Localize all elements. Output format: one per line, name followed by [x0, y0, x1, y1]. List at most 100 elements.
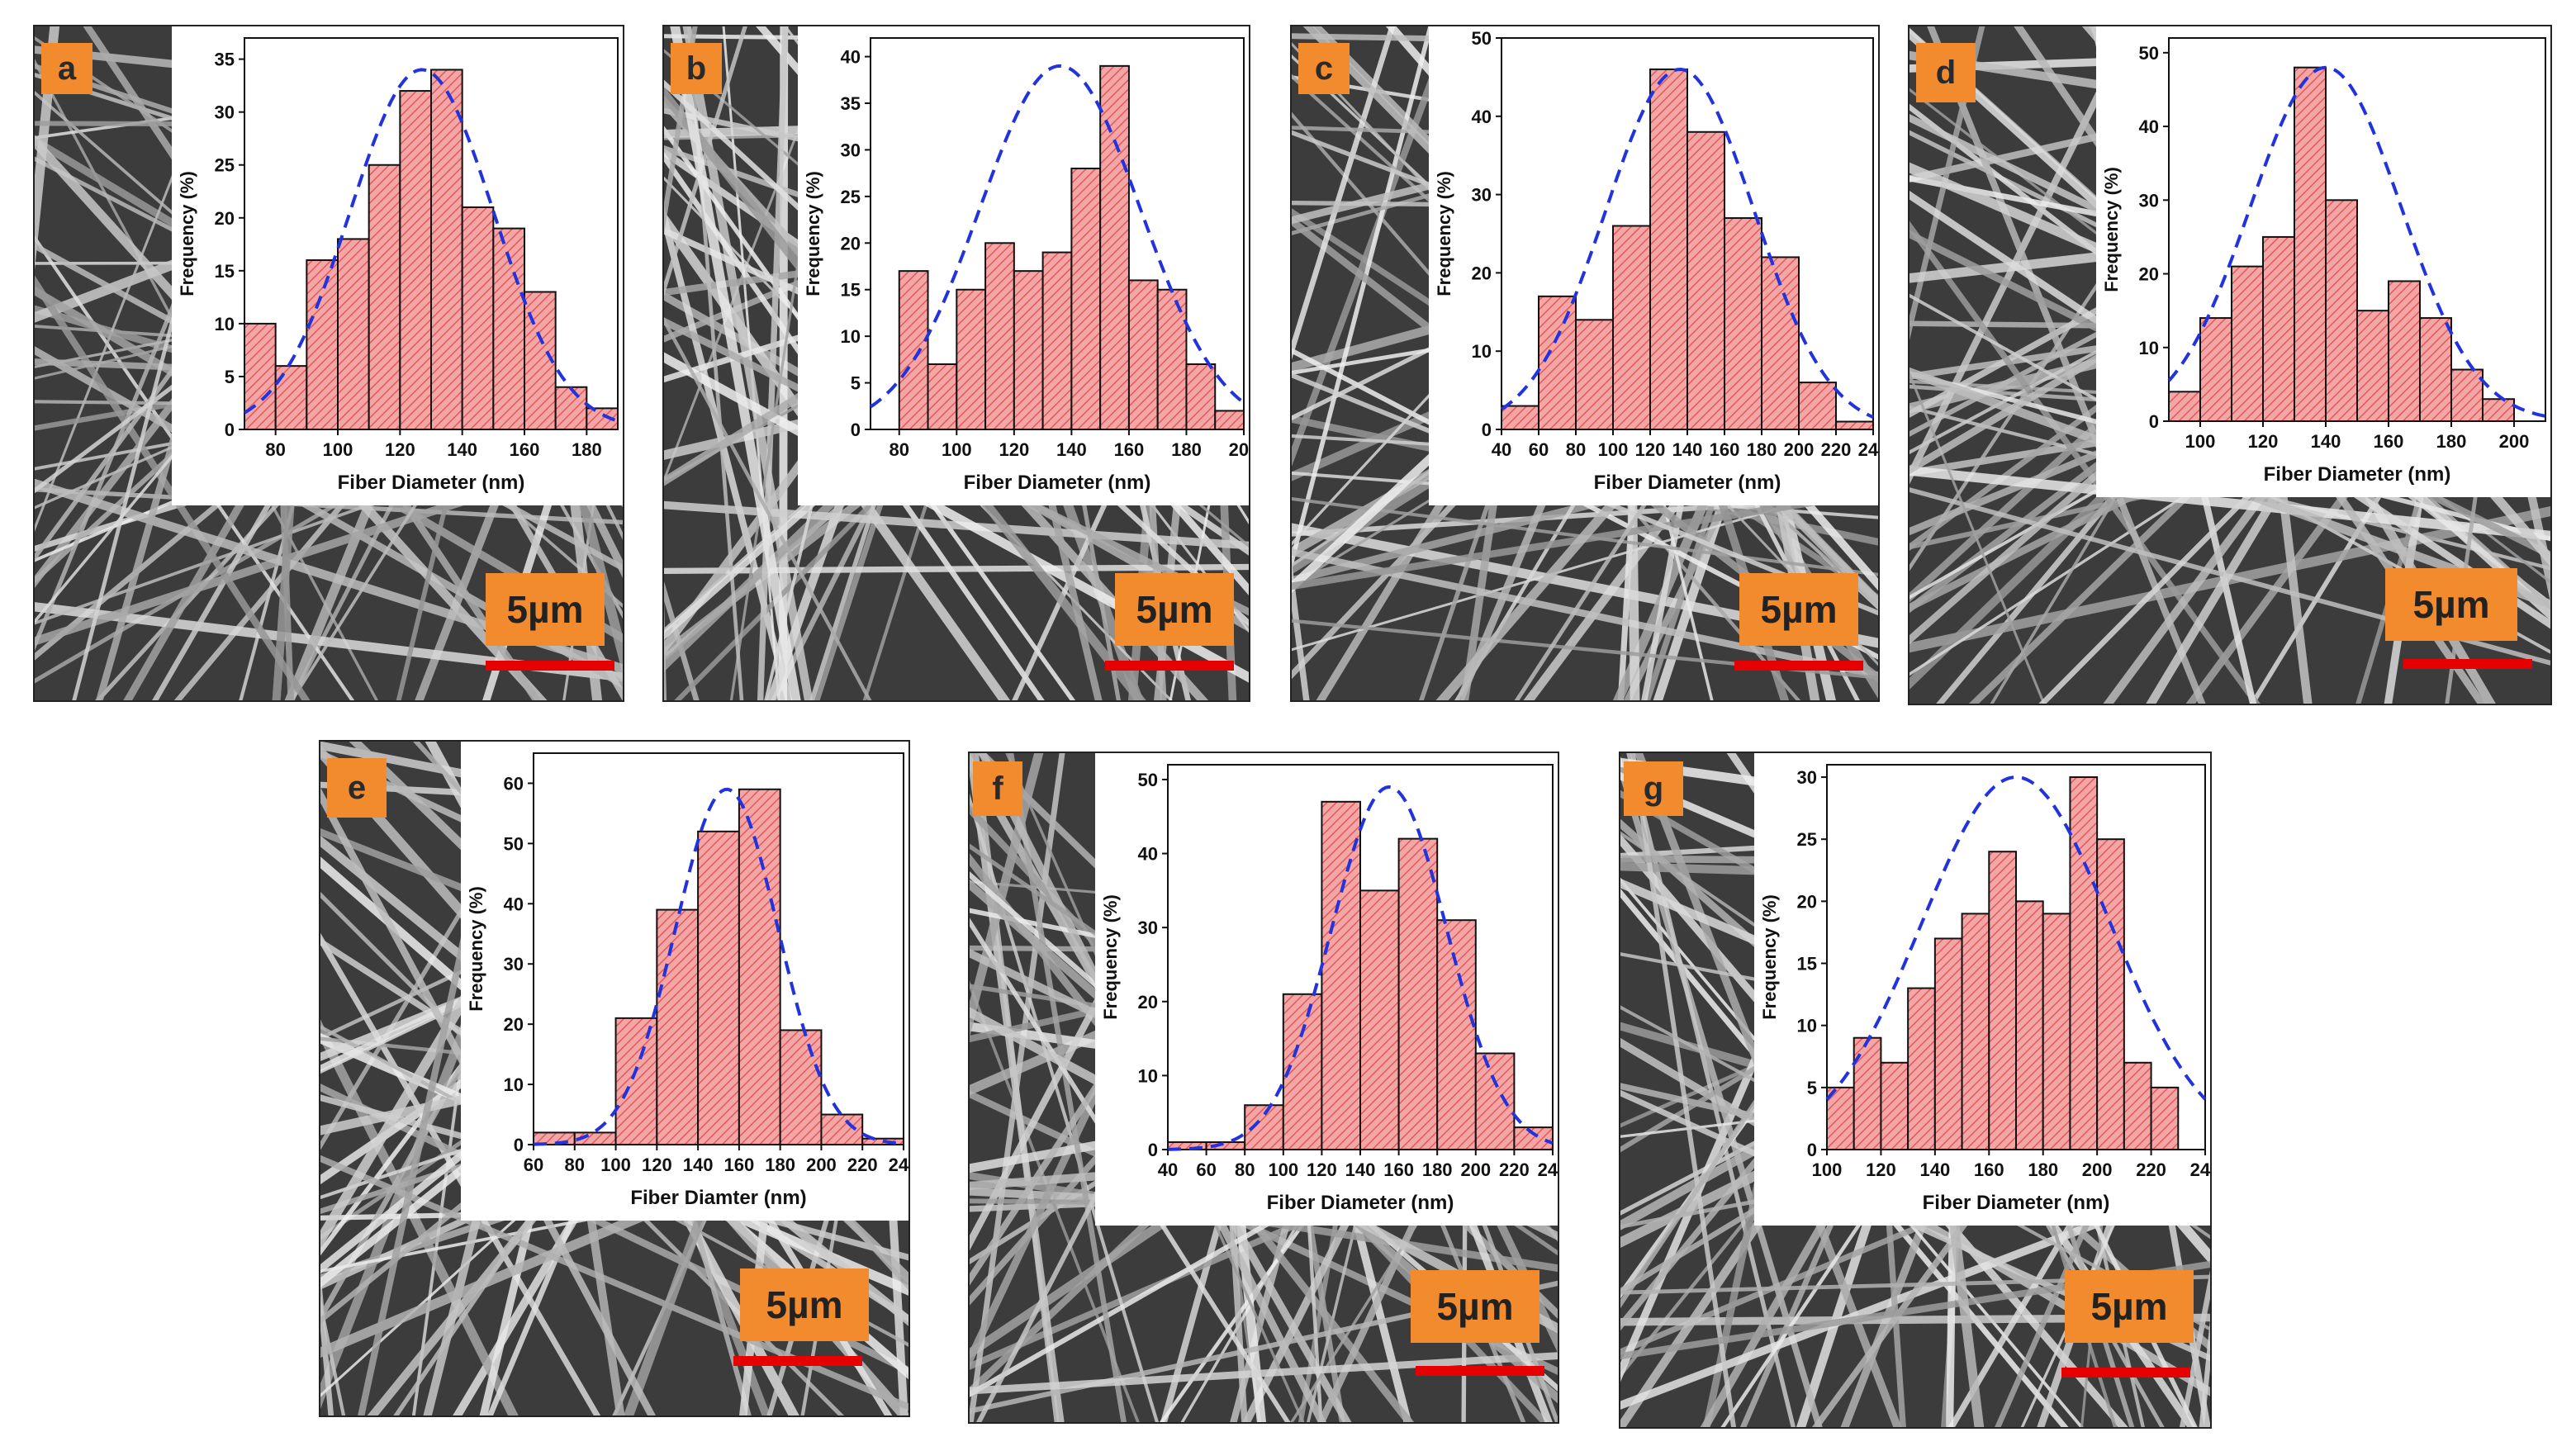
- histogram-bar: [2123, 1061, 2152, 1151]
- x-tick-label: 240: [889, 1155, 910, 1175]
- gaussian-fit-line: [1168, 785, 1554, 1151]
- histogram-bar: [1933, 937, 1963, 1150]
- gaussian-fit-line: [869, 64, 1245, 409]
- histogram-bar: [1397, 837, 1439, 1150]
- y-tick-label: 20: [1138, 992, 1158, 1012]
- y-tick-label: 10: [1472, 341, 1492, 362]
- x-tick-label: 100: [942, 439, 972, 460]
- y-tick-label: 15: [215, 261, 235, 282]
- x-tick-label: 80: [265, 439, 285, 460]
- histogram-bar: [1359, 889, 1400, 1150]
- panel-c: c 40 60 80 100 120 140 160 180 200 220 240 0 10 20 30 4…: [1290, 25, 1880, 702]
- x-tick-label: 160: [1114, 439, 1145, 460]
- x-tick-label: 60: [524, 1155, 543, 1175]
- y-axis-label: Frequency (%): [2101, 167, 2122, 292]
- panel-label-c: c: [1298, 43, 1350, 94]
- histogram-bar: [1724, 217, 1762, 430]
- x-axis-label: Fiber Diameter (nm): [964, 472, 1151, 494]
- histogram-bar: [2150, 1086, 2180, 1151]
- histogram-bar: [2168, 391, 2201, 422]
- x-tick-label: 160: [2374, 431, 2404, 452]
- histogram-bar: [1070, 168, 1102, 430]
- scale-bar-label: 5µm: [2065, 1270, 2194, 1343]
- scale-bar: [1734, 661, 1863, 671]
- y-axis-label: Frequency (%): [1759, 894, 1780, 1020]
- y-tick-label: 0: [1807, 1140, 1817, 1160]
- histogram-inset-g: 100 120 140 160 180 200 220 240 0 5 10 15 20 25 30 Fibe…: [1754, 753, 2210, 1226]
- histogram-bar: [1513, 1126, 1554, 1151]
- x-tick-label: 120: [1307, 1159, 1337, 1180]
- y-tick-label: 50: [1472, 28, 1492, 49]
- histogram-bar: [956, 288, 987, 431]
- x-tick-label: 60: [1196, 1159, 1216, 1180]
- y-tick-label: 15: [1797, 954, 1817, 974]
- histogram-bar: [2325, 199, 2358, 423]
- histogram-b: 80 100 120 140 160 180 200 0 5 10 15 20 25 30 35 40 Fibe…: [803, 37, 1249, 494]
- y-tick-label: 20: [841, 233, 861, 254]
- histogram-bar: [697, 830, 740, 1146]
- x-tick-label: 240: [1858, 439, 1880, 460]
- y-tick-label: 60: [504, 773, 524, 794]
- x-tick-label: 100: [1812, 1159, 1843, 1180]
- x-tick-label: 160: [1710, 439, 1740, 460]
- x-axis-label: Fiber Diameter (nm): [1923, 1192, 2110, 1214]
- x-axis-label: Fiber Diameter (nm): [338, 472, 525, 494]
- x-tick-label: 180: [2436, 431, 2467, 452]
- y-tick-label: 35: [215, 50, 235, 70]
- panel-label-d: d: [1916, 43, 1976, 102]
- histogram-bar: [274, 365, 308, 430]
- y-tick-label: 25: [1797, 829, 1817, 850]
- x-tick-label: 160: [1974, 1159, 2004, 1180]
- histogram-bar: [1041, 251, 1073, 431]
- x-tick-label: 140: [447, 439, 477, 460]
- histogram-bar: [1538, 295, 1577, 430]
- y-axis-label: Frequency (%): [466, 886, 486, 1012]
- x-tick-label: 100: [2185, 431, 2216, 452]
- histogram-bar: [656, 908, 700, 1145]
- y-tick-label: 40: [1472, 107, 1492, 127]
- panel-label-b: b: [671, 43, 722, 94]
- histogram-bar: [2388, 280, 2421, 423]
- histogram-bar: [244, 322, 277, 431]
- panel-b: b 80 100 120 140 160 180 200 0 5 10 15 20 25 30 35 40 Fi…: [662, 25, 1250, 702]
- y-tick-label: 50: [2139, 43, 2159, 64]
- histogram-bar: [1214, 410, 1245, 430]
- histogram-bar: [1761, 256, 1800, 430]
- x-tick-label: 200: [806, 1155, 837, 1175]
- y-tick-label: 20: [504, 1014, 524, 1035]
- histogram-bar: [1880, 1061, 1909, 1151]
- x-tick-label: 120: [385, 439, 415, 460]
- histogram-bar: [399, 90, 433, 431]
- y-tick-label: 0: [514, 1135, 524, 1155]
- x-tick-label: 120: [2248, 431, 2279, 452]
- x-tick-label: 180: [1171, 439, 1202, 460]
- histogram-g: 100 120 140 160 180 200 220 240 0 5 10 15 20 25 30 Fibe…: [1759, 764, 2210, 1214]
- scale-bar-label: 5µm: [1739, 573, 1858, 646]
- histogram-bar: [820, 1113, 864, 1145]
- y-tick-label: 5: [851, 373, 861, 394]
- x-tick-label: 120: [1635, 439, 1666, 460]
- x-tick-label: 140: [1056, 439, 1087, 460]
- histogram-c: 40 60 80 100 120 140 160 180 200 220 240 0 10 20 30 40 5…: [1434, 28, 1880, 494]
- histogram-e: 60 80 100 120 140 160 180 200 220 240 0 10 20 30 40 50 6…: [466, 752, 910, 1209]
- histogram-a: 80 100 120 140 160 180 0 5 10 15 20 25 30 35 Fiber Dia…: [177, 37, 619, 494]
- scale-bar: [1105, 661, 1234, 671]
- x-tick-label: 180: [1747, 439, 1777, 460]
- y-tick-label: 0: [225, 420, 235, 440]
- y-tick-label: 40: [841, 47, 861, 68]
- x-tick-label: 80: [1235, 1159, 1255, 1180]
- histogram-bar: [1575, 319, 1614, 430]
- x-tick-label: 200: [2082, 1159, 2113, 1180]
- histogram-inset-e: 60 80 100 120 140 160 180 200 220 240 0 10 20 30 40 50 6…: [461, 742, 910, 1221]
- histogram-bar: [1099, 64, 1130, 430]
- x-axis-label: Fiber Diamter (nm): [630, 1187, 806, 1209]
- histogram-bar: [2042, 913, 2071, 1151]
- histogram-d: 100 120 140 160 180 200 0 10 20 30 40 50 Fiber Diame…: [2101, 37, 2546, 486]
- y-axis-label: Frequency (%): [1434, 171, 1454, 296]
- scale-bar: [1416, 1366, 1544, 1376]
- y-tick-label: 40: [504, 894, 524, 914]
- x-tick-label: 240: [1538, 1159, 1559, 1180]
- x-tick-label: 120: [642, 1155, 672, 1175]
- histogram-bar: [2294, 66, 2327, 422]
- histogram-bar: [1321, 800, 1361, 1151]
